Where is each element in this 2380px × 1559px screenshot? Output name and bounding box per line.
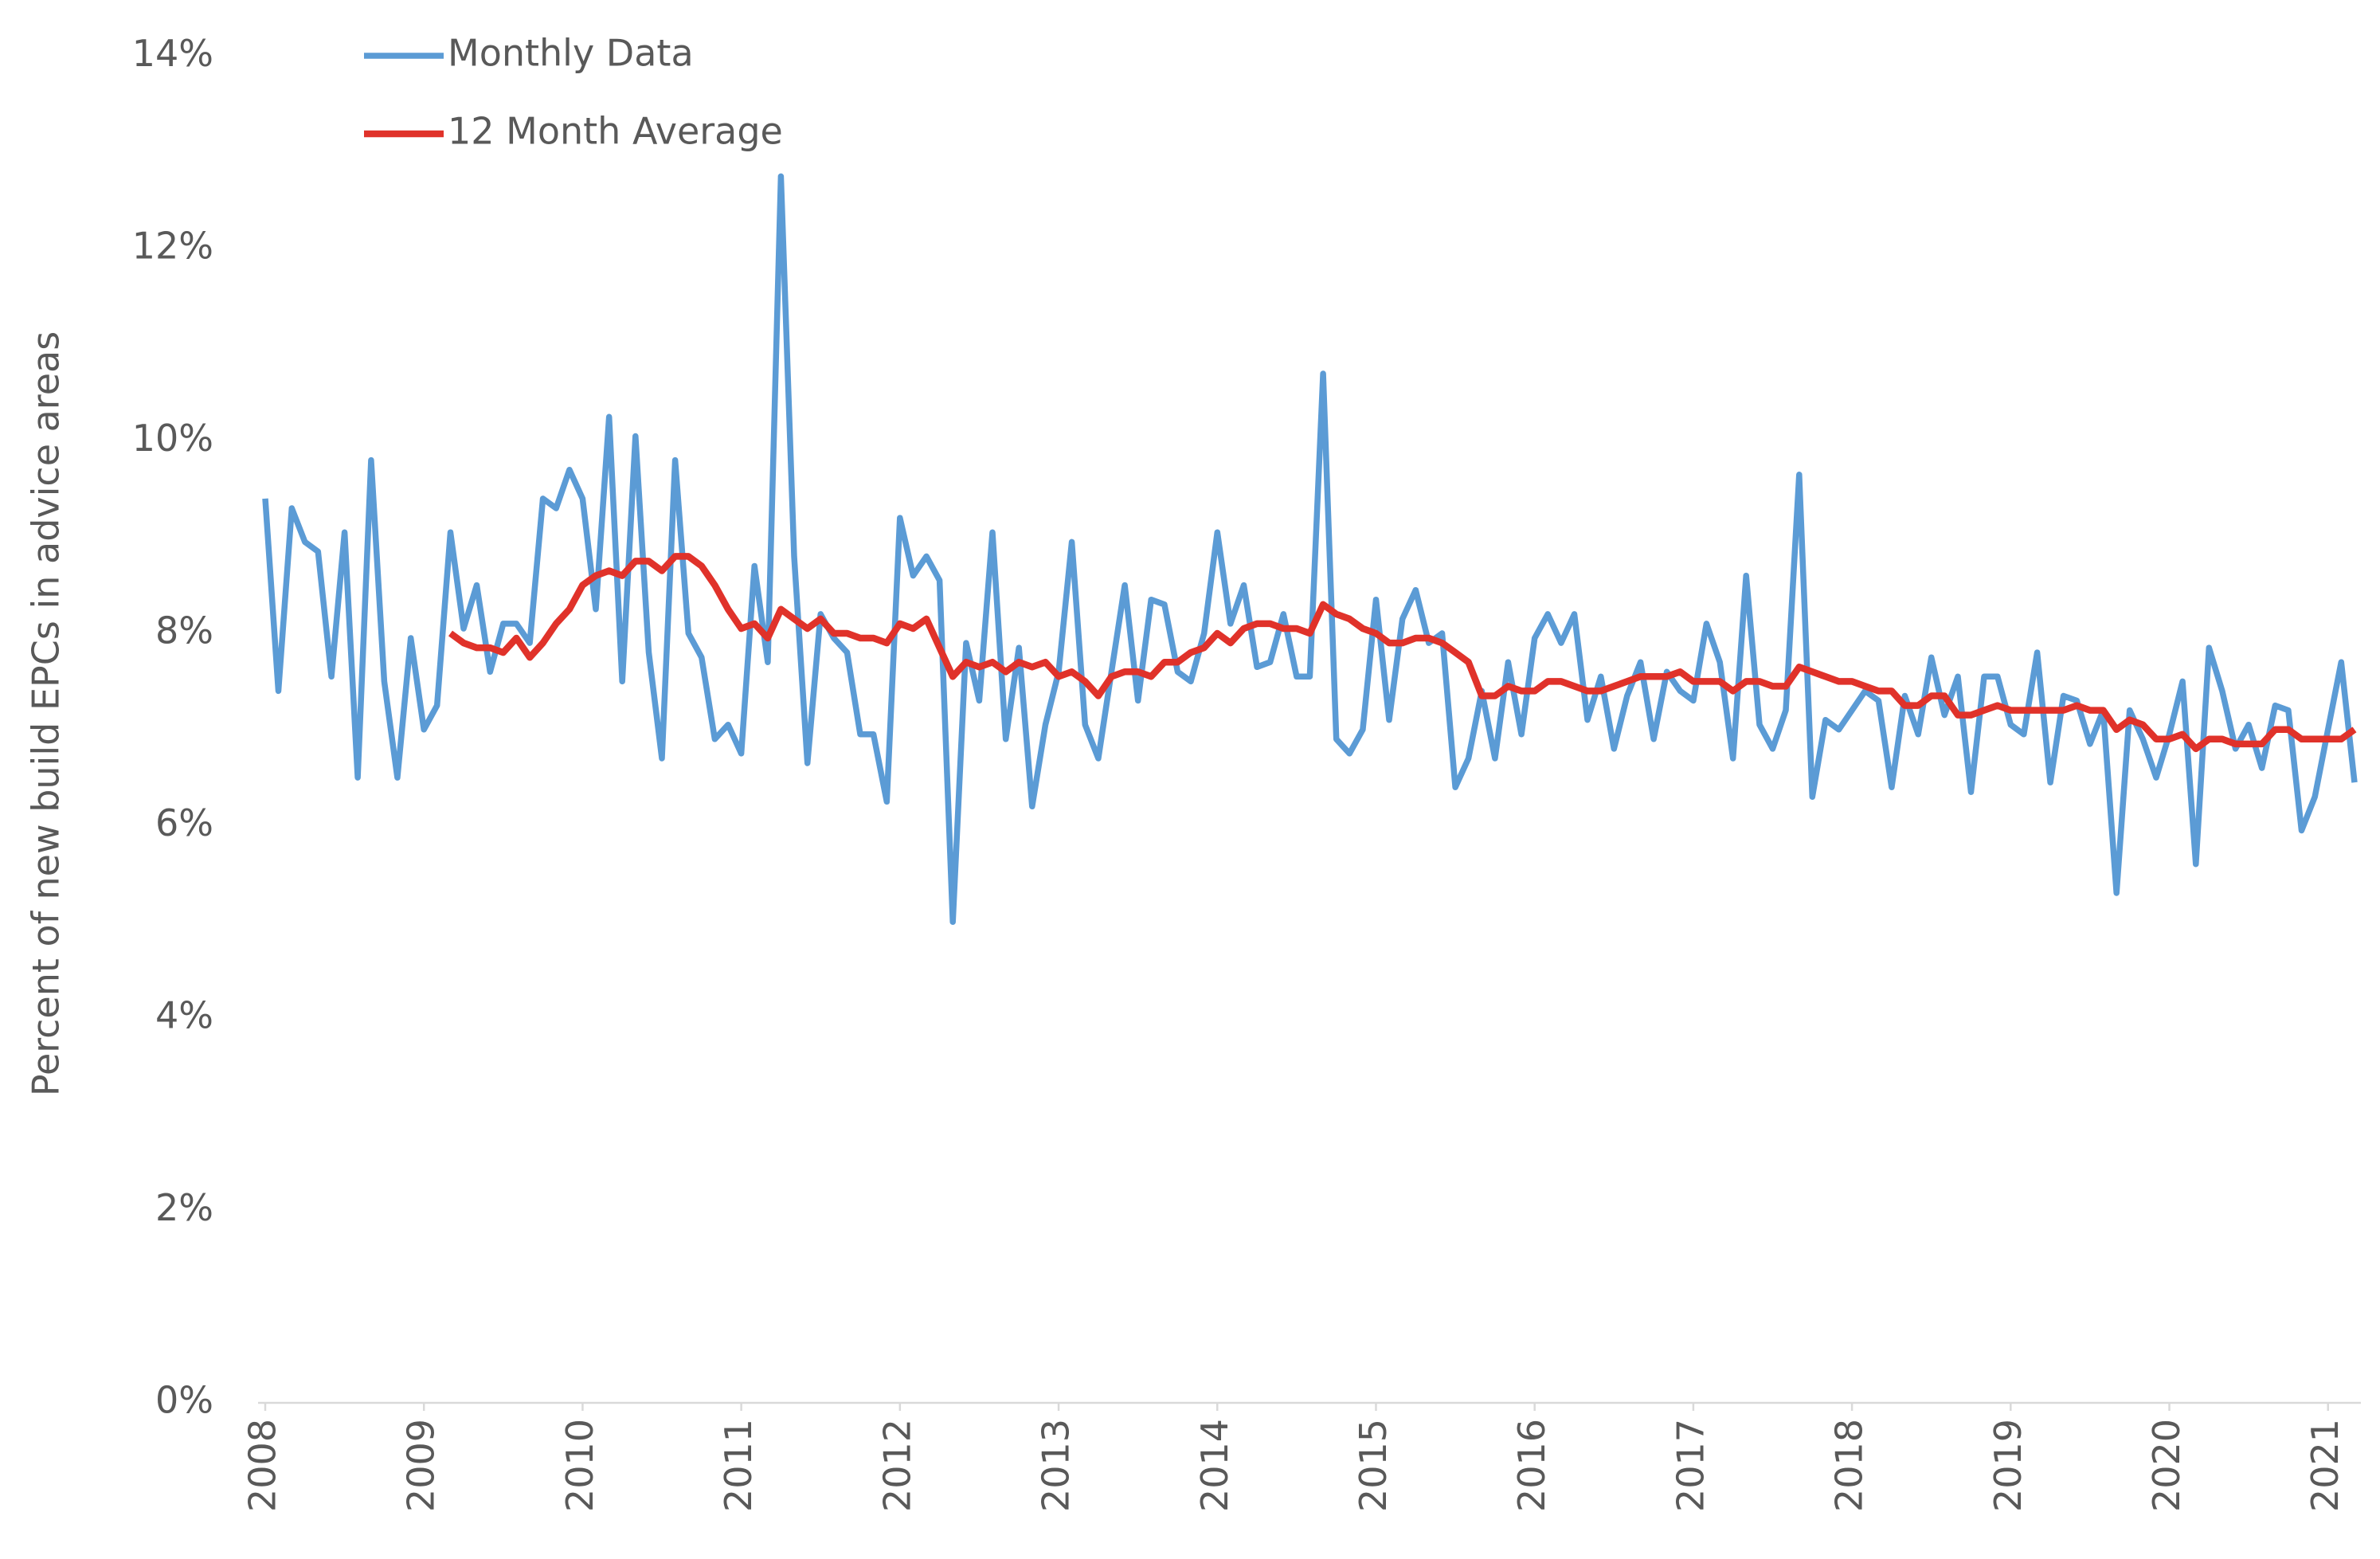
y-tick-label: 12% xyxy=(132,225,213,268)
x-tick-label: 2017 xyxy=(1669,1419,1712,1512)
series-line xyxy=(262,173,2358,926)
x-tick-label: 2021 xyxy=(2304,1419,2347,1512)
x-tick-label: 2020 xyxy=(2145,1419,2188,1512)
y-tick-label: 10% xyxy=(132,417,213,460)
legend-label: 12 Month Average xyxy=(448,110,783,153)
x-tick-label: 2009 xyxy=(400,1419,443,1512)
x-tick-label: 2008 xyxy=(241,1419,284,1512)
y-tick-label: 6% xyxy=(155,801,213,844)
y-tick-label: 0% xyxy=(155,1379,213,1422)
x-tick-label: 2019 xyxy=(1987,1419,2030,1512)
x-tick-label: 2010 xyxy=(558,1419,601,1512)
legend-label: Monthly Data xyxy=(448,32,694,75)
x-tick-label: 2012 xyxy=(875,1419,918,1512)
y-tick-label: 8% xyxy=(155,609,213,652)
x-tick-label: 2013 xyxy=(1035,1419,1078,1512)
series-line xyxy=(448,553,2357,753)
x-tick-label: 2016 xyxy=(1510,1419,1553,1512)
x-tick-label: 2011 xyxy=(717,1419,760,1512)
y-tick-label: 4% xyxy=(155,994,213,1037)
x-tick-label: 2014 xyxy=(1193,1419,1236,1512)
y-tick-label: 2% xyxy=(155,1186,213,1229)
x-tick-label: 2015 xyxy=(1352,1419,1395,1512)
y-tick-label: 14% xyxy=(132,32,213,75)
x-tick-label: 2018 xyxy=(1828,1419,1871,1512)
y-axis-title: Percent of new build EPCs in advice area… xyxy=(25,331,68,1096)
